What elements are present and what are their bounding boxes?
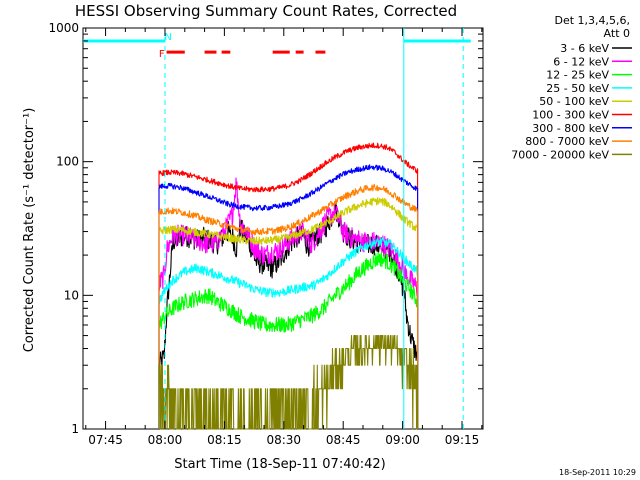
x-tick-label: 08:15: [207, 433, 242, 447]
x-axis-label: Start Time (18-Sep-11 07:40:42): [174, 457, 385, 472]
legend-label: 800 - 7000 keV: [525, 135, 609, 148]
legend-label: 25 - 50 keV: [546, 82, 609, 95]
series-line-800-7000keV: [158, 183, 419, 429]
legend-header-line-2: Att 0: [604, 27, 630, 40]
plot-area: FN 07:45 08:00 08:15 08:30 08:45 09:00 09:15 1 1…: [48, 21, 484, 447]
series-line-12-25keV: [158, 251, 419, 429]
series-line-25-50keV: [158, 236, 419, 429]
legend-header-line-1: Det 1,3,4,5,6,: [554, 14, 630, 27]
legend-label: 3 - 6 keV: [560, 42, 609, 55]
series-line-300-800keV: [158, 164, 419, 429]
x-tick-label: 09:00: [385, 433, 420, 447]
x-tick-label: 08:45: [326, 433, 361, 447]
marker-label-n: N: [164, 32, 171, 43]
legend-label: 6 - 12 keV: [553, 55, 609, 68]
x-tick-label: 08:00: [148, 433, 183, 447]
marker-label-f: F: [159, 49, 165, 60]
y-axis-label: Corrected Count Rate (s⁻¹ detector⁻¹): [22, 108, 37, 353]
series-line-6-12keV: [158, 177, 419, 429]
series-line-50-100keV: [158, 197, 419, 429]
y-tick-label: 1000: [48, 21, 79, 35]
overlay-layer: FN: [83, 28, 471, 429]
series-line-100-300keV: [158, 142, 419, 429]
legend-label: 7000 - 20000 keV: [511, 148, 609, 161]
timestamp: 18-Sep-2011 10:29: [559, 468, 636, 477]
x-tick-label: 08:30: [266, 433, 301, 447]
y-tick-label: 1: [71, 422, 79, 436]
plot-frame: [82, 27, 484, 430]
legend-label: 12 - 25 keV: [546, 69, 609, 82]
legend-label: 300 - 800 keV: [532, 122, 609, 135]
series-line-7000-20000keV: [158, 335, 419, 430]
legend-label: 100 - 300 keV: [532, 109, 609, 122]
ticks-layer: 07:45 08:00 08:15 08:30 08:45 09:00 09:15 1 10 10…: [48, 21, 483, 447]
x-tick-label: 07:45: [88, 433, 123, 447]
data-layer: [158, 142, 419, 430]
chart-title: HESSI Observing Summary Count Rates, Cor…: [75, 2, 457, 20]
y-tick-label: 100: [56, 155, 79, 169]
legend-label: 50 - 100 keV: [539, 95, 609, 108]
x-tick-label: 09:15: [445, 433, 480, 447]
y-tick-label: 10: [64, 288, 79, 302]
